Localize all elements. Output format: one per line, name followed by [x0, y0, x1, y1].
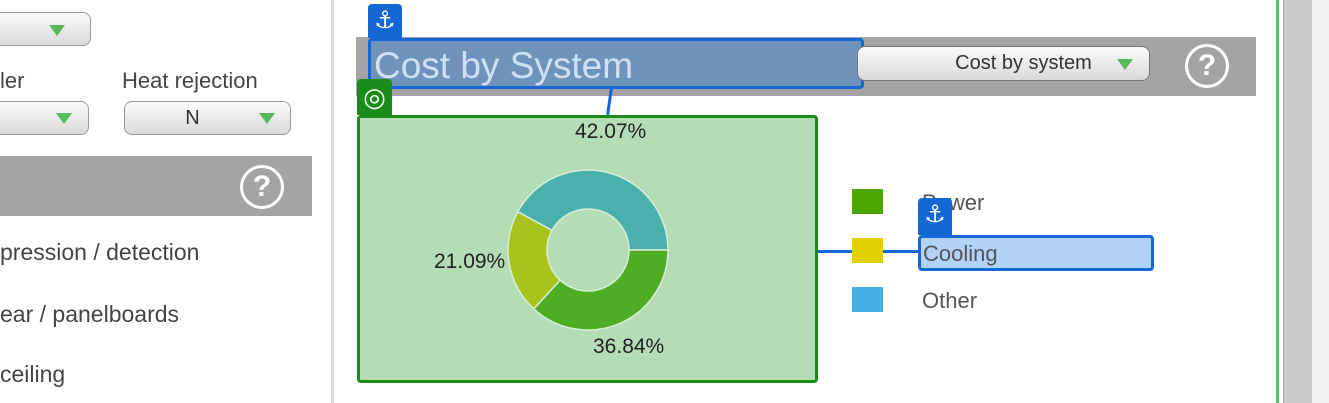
- legend-label: Cooling: [923, 241, 998, 266]
- data-label: 21.09%: [434, 250, 506, 273]
- panel-title[interactable]: Cost by System: [368, 38, 864, 89]
- help-icon[interactable]: ?: [240, 165, 284, 209]
- heat-rejection-label: Heat rejection: [122, 68, 258, 93]
- cooler-select[interactable]: [0, 101, 89, 135]
- dropdown-arrow-icon: [49, 25, 65, 36]
- anchor-tab[interactable]: ⚓: [918, 198, 952, 235]
- cooler-label: ler: [0, 68, 25, 93]
- donut-slice-power[interactable]: [516, 169, 669, 251]
- green-edge-line: [1276, 0, 1279, 403]
- legend-swatch-other: [852, 287, 883, 312]
- section-header: ?: [0, 156, 312, 216]
- dropdown-arrow-icon: [56, 113, 72, 124]
- donut-chart: [507, 169, 669, 331]
- list-item[interactable]: ceiling: [0, 361, 66, 387]
- target-icon: ◎: [363, 82, 386, 112]
- scrollbar[interactable]: [1283, 0, 1312, 403]
- list-item[interactable]: ear / panelboards: [0, 301, 180, 327]
- anchor-icon: ⚓: [368, 4, 402, 38]
- heat-rejection-select[interactable]: N: [124, 101, 291, 135]
- target-tab[interactable]: ◎: [357, 79, 392, 115]
- legend-swatch-cooling: [852, 238, 883, 263]
- panel-divider: [331, 0, 334, 403]
- right-pane: [1312, 0, 1329, 403]
- legend-swatch-power: [852, 189, 883, 214]
- anchor-tab[interactable]: ⚓: [368, 4, 402, 38]
- legend-label: Other: [922, 288, 978, 313]
- help-icon[interactable]: ?: [1185, 44, 1229, 88]
- donut-slice-other[interactable]: [532, 249, 669, 331]
- cost-view-select[interactable]: Cost by system: [857, 46, 1150, 81]
- data-label: 42.07%: [575, 120, 647, 143]
- top-select[interactable]: [0, 12, 91, 46]
- dropdown-arrow-icon: [1117, 59, 1133, 70]
- dropdown-arrow-icon: [259, 113, 275, 124]
- list-item[interactable]: pression / detection: [0, 239, 200, 265]
- chart-container[interactable]: [357, 115, 818, 383]
- cooling-legend-highlight[interactable]: Cooling: [918, 235, 1154, 271]
- anchor-icon: ⚓: [918, 198, 952, 235]
- data-label: 36.84%: [593, 335, 665, 358]
